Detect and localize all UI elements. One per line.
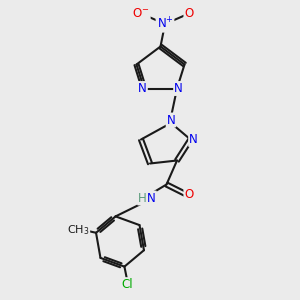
Text: O: O [184, 188, 194, 202]
Text: N: N [138, 82, 147, 95]
Text: N: N [189, 133, 198, 146]
Text: N: N [174, 82, 183, 95]
Text: N: N [147, 191, 156, 205]
Text: H: H [138, 191, 147, 205]
Text: N: N [167, 113, 176, 127]
Text: CH$_3$: CH$_3$ [67, 223, 89, 237]
Text: Cl: Cl [122, 278, 133, 291]
Text: O$^{-}$: O$^{-}$ [132, 7, 150, 20]
Text: O: O [184, 7, 194, 20]
Text: N$^{+}$: N$^{+}$ [157, 16, 173, 32]
